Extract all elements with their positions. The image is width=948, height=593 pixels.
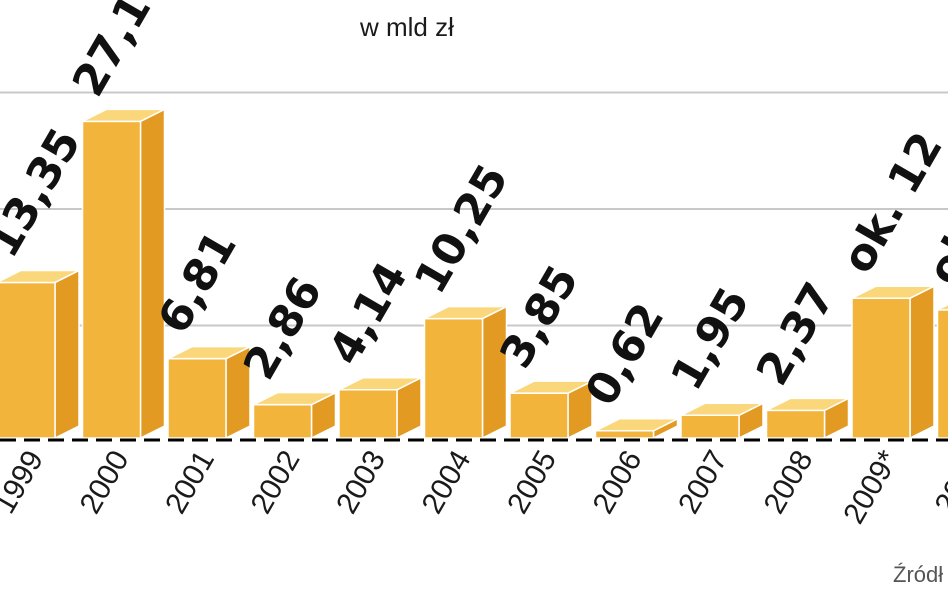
value-label-2003: 4,14 [319, 254, 417, 374]
bar-2007 [680, 402, 764, 440]
bar-2000 [81, 108, 166, 440]
bar-2005 [509, 379, 593, 440]
bar-top [851, 285, 935, 299]
bar-front [81, 120, 142, 439]
year-label-2006: 2006 [587, 445, 649, 519]
year-label-2009*: 2009* [837, 445, 905, 530]
bar-top [595, 418, 678, 432]
bar-top [937, 303, 948, 311]
bar-front [765, 409, 826, 439]
bar-top [424, 305, 507, 320]
bar-side [139, 108, 166, 440]
bar-front [509, 392, 569, 439]
bar-top [509, 380, 593, 394]
bar-2001 [167, 345, 251, 440]
value-label-2007: 1,95 [661, 279, 759, 399]
bar-1999 [0, 269, 80, 440]
bar-top [338, 377, 422, 391]
bar-2008 [765, 397, 850, 440]
bar-2004 [423, 305, 508, 440]
bar-top [680, 402, 764, 417]
bar-2003 [338, 376, 422, 440]
bar-front [167, 357, 227, 439]
bar-front [0, 281, 56, 439]
value-label-2004: 10,25 [405, 156, 519, 302]
bar-front [680, 414, 740, 439]
value-label-2006: 0,62 [576, 295, 674, 415]
source-label: Źródł [893, 562, 944, 587]
bar-front [338, 389, 398, 439]
value-label-1999: 13,35 [0, 120, 91, 266]
bar-top [167, 345, 251, 360]
bar-top [82, 108, 165, 123]
bar-front [252, 403, 313, 439]
bar-front [851, 297, 911, 439]
year-label-1999: 1999 [0, 445, 50, 519]
bar-top [0, 269, 80, 284]
bar-side [481, 305, 508, 440]
chart-subtitle: w mld zł [360, 12, 454, 42]
year-label-2000: 2000 [74, 445, 136, 519]
year-label-2001: 2001 [159, 445, 221, 519]
bar-2010 [936, 303, 948, 439]
bar-front [423, 317, 484, 439]
year-label-2005: 2005 [501, 445, 563, 519]
bar-front [594, 430, 655, 439]
year-label-2002: 2002 [245, 445, 307, 519]
value-label-2008: 2,37 [747, 274, 845, 394]
year-labels: 1999 2000 2001 2002 2003 2004 2005 2006 2007 2008… [0, 445, 948, 530]
bar-side [909, 284, 935, 440]
year-label-2010: 2010 [929, 445, 948, 519]
year-label-2004: 2004 [416, 445, 478, 519]
bar-2006 [594, 417, 679, 440]
bar-front [936, 309, 948, 439]
year-label-2003: 2003 [330, 445, 392, 519]
bar-2009* [851, 284, 935, 440]
bar-top [766, 397, 849, 412]
year-label-2008: 2008 [758, 445, 820, 519]
year-label-2007: 2007 [672, 445, 734, 519]
value-label-2000: 27,18 [63, 0, 177, 105]
bar-side [54, 269, 80, 440]
bars [0, 108, 948, 440]
bar-top [253, 391, 336, 406]
bar-2002 [252, 391, 337, 440]
value-label-2002: 2,86 [234, 269, 332, 389]
